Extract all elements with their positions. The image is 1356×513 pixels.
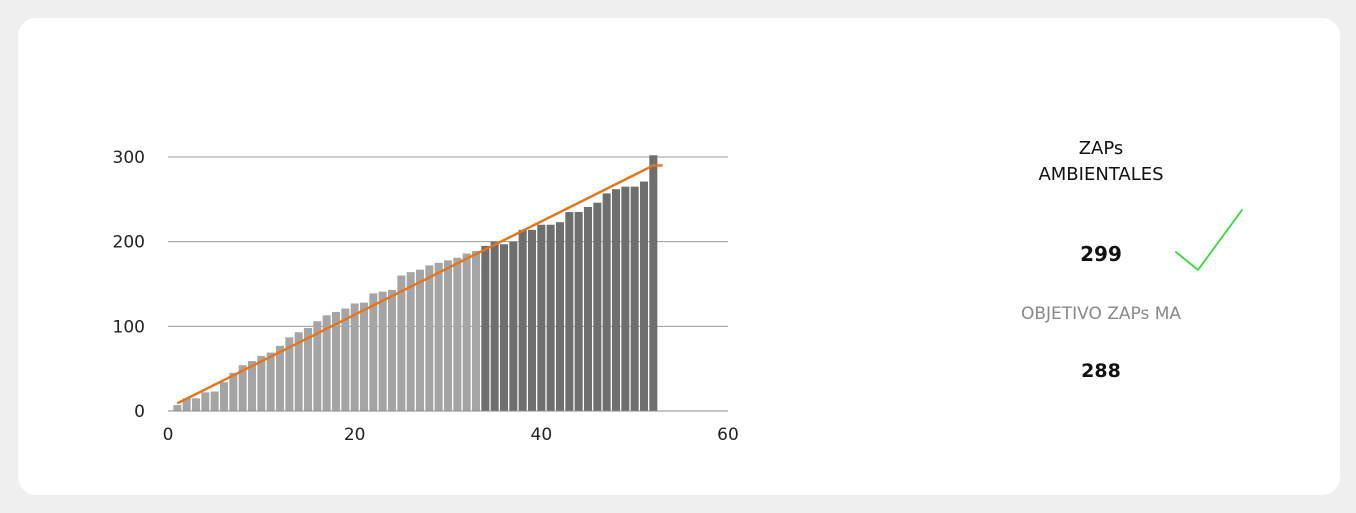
bar	[173, 405, 182, 411]
target-value: 288	[1081, 360, 1121, 382]
bar	[229, 372, 238, 411]
x-tick-label: 20	[344, 425, 366, 445]
x-tick-label: 40	[531, 425, 553, 445]
bar	[574, 212, 583, 411]
y-tick-label: 200	[113, 233, 145, 253]
bar	[462, 253, 471, 411]
bar	[481, 245, 490, 411]
x-tick-label: 60	[717, 425, 739, 445]
bar	[341, 308, 350, 411]
target-label: OBJETIVO ZAPs MA	[1020, 304, 1182, 324]
bar	[219, 382, 229, 411]
bar	[555, 222, 565, 411]
bar	[471, 250, 481, 411]
bar	[527, 229, 537, 411]
bar	[406, 272, 415, 411]
bar	[294, 332, 303, 411]
bar	[611, 189, 621, 411]
bar	[537, 224, 546, 411]
bar	[350, 303, 359, 411]
bar	[425, 265, 434, 411]
y-tick-label: 0	[134, 402, 145, 422]
bar	[649, 155, 658, 411]
bar	[182, 398, 191, 411]
bar	[397, 275, 406, 411]
bar	[359, 302, 369, 411]
x-tick-label: 0	[163, 425, 174, 445]
bar	[266, 352, 275, 411]
bar	[378, 291, 387, 411]
bar	[415, 269, 425, 411]
bar	[191, 398, 201, 411]
bar	[639, 181, 649, 411]
bar	[275, 345, 285, 411]
bar	[303, 328, 313, 411]
y-tick-label: 100	[113, 317, 145, 337]
bar	[322, 315, 331, 411]
bar	[369, 293, 378, 411]
bar	[499, 244, 509, 411]
bar	[602, 193, 611, 411]
bar	[630, 186, 639, 411]
dashboard-card: 300 200 100 0 0 20 40 60 ZAPs AMBIENTALES 299 O…	[18, 18, 1340, 495]
check-icon	[1175, 209, 1243, 271]
y-tick-label: 300	[113, 148, 145, 168]
bar	[387, 289, 397, 411]
bar	[453, 257, 462, 411]
bar	[546, 224, 555, 411]
bar	[443, 260, 453, 411]
bar	[565, 212, 574, 411]
kpi-title-line2: AMBIENTALES	[1038, 164, 1164, 185]
bar	[201, 392, 210, 411]
bar	[509, 241, 518, 411]
bar	[247, 361, 257, 411]
bar	[593, 202, 602, 411]
target-line	[176, 164, 663, 405]
bar	[238, 365, 247, 411]
bar	[583, 206, 593, 411]
kpi-title-line1: ZAPs	[1078, 138, 1124, 159]
bar	[490, 241, 499, 411]
bar	[313, 321, 322, 411]
bar	[434, 262, 443, 411]
kpi-value: 299	[1080, 242, 1122, 266]
bar	[331, 311, 341, 411]
zaps-bar-chart: 300 200 100 00 20 40 60	[113, 148, 739, 445]
bar	[210, 391, 219, 411]
kpi-title: ZAPs AMBIENTALES	[978, 136, 1224, 188]
bar	[285, 337, 294, 411]
bar	[257, 355, 266, 411]
bar	[621, 186, 630, 411]
bar	[518, 229, 527, 411]
